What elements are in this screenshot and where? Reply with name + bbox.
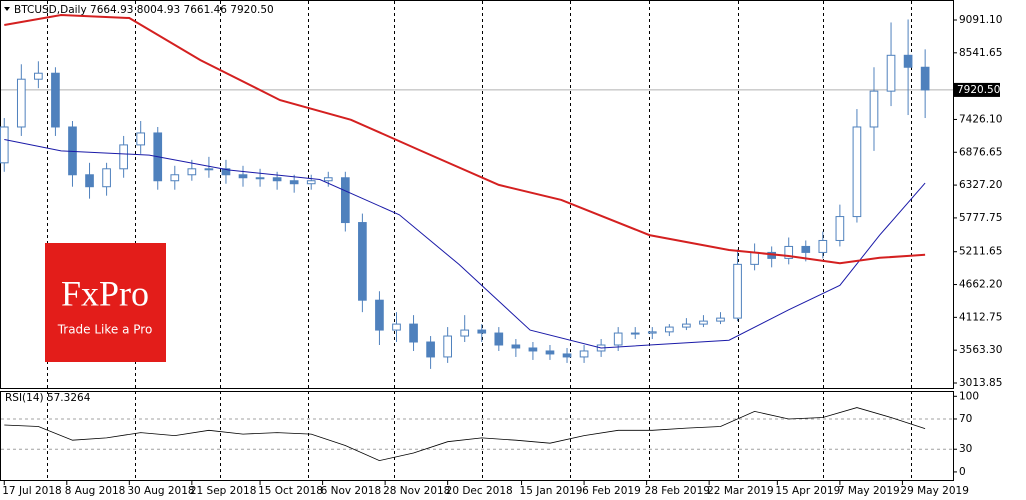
candle-body — [716, 317, 725, 322]
y-tick-label: 6876.65 — [959, 146, 1002, 158]
candle-body — [647, 331, 657, 334]
price-pane — [0, 0, 954, 389]
logo: FxPro Trade Like a Pro — [45, 243, 166, 362]
rsi-tick-label: 0 — [959, 466, 966, 478]
y-tick-label: 9091.10 — [959, 14, 1002, 26]
candle-body — [340, 177, 350, 224]
rsi-label: RSI(14) 57.3264 — [5, 392, 91, 404]
x-tick-label: 15 Apr 2019 — [775, 485, 840, 497]
candle-body — [187, 168, 197, 176]
y-tick-label: 4112.75 — [959, 311, 1002, 323]
candle-body — [392, 323, 401, 331]
candle-body — [358, 222, 367, 301]
candle-body — [85, 174, 94, 188]
candle-body — [494, 332, 504, 346]
candle-body — [528, 347, 538, 352]
candle-body — [136, 132, 146, 146]
candle-body — [460, 329, 470, 337]
candle-body — [102, 168, 111, 188]
candle-body — [426, 341, 435, 358]
candle-body — [221, 168, 231, 176]
current-price-tag — [954, 82, 1000, 97]
candle-body — [443, 335, 452, 358]
candle-body — [579, 350, 589, 358]
logo-box — [45, 243, 166, 362]
candle-body — [682, 323, 691, 328]
candle-body — [852, 126, 862, 218]
y-tick-label: 3013.85 — [959, 377, 1002, 389]
candle-body — [289, 180, 299, 185]
candle-body — [818, 239, 828, 253]
candle-body — [784, 245, 794, 259]
x-tick-label: 29 May 2019 — [900, 485, 968, 497]
moving-average — [4, 139, 926, 349]
x-tick-label: 15 Oct 2018 — [258, 485, 323, 497]
x-tick-label: 7 May 2019 — [838, 485, 900, 497]
candle-body — [562, 353, 572, 358]
x-tick-label: 20 Dec 2018 — [446, 485, 513, 497]
moving-average — [4, 13, 926, 265]
current-price-label: 7920.50 — [957, 84, 1000, 96]
logo-brand: FxPro — [61, 273, 149, 313]
candle-body — [801, 245, 811, 253]
candle-body — [170, 174, 180, 182]
rsi-line — [4, 407, 926, 462]
rsi-tick-label: 70 — [959, 413, 972, 425]
rsi-pane — [0, 391, 954, 481]
x-tick-label: 30 Aug 2018 — [127, 485, 194, 497]
x-tick-label: 22 Mar 2019 — [707, 485, 774, 497]
candle-body — [886, 54, 896, 92]
candle-body — [613, 332, 623, 346]
x-tick-label: 6 Nov 2018 — [321, 485, 382, 497]
y-tick-label: 7426.10 — [959, 113, 1002, 125]
x-tick-label: 15 Jan 2019 — [520, 485, 583, 497]
candle-body — [238, 174, 248, 179]
candle-body — [409, 323, 418, 343]
candle-body — [699, 320, 708, 325]
candle-body — [665, 326, 674, 333]
x-tick-label: 28 Nov 2018 — [383, 485, 450, 497]
y-tick-label: 6327.20 — [959, 179, 1002, 191]
x-tick-label: 6 Feb 2019 — [582, 485, 641, 497]
candle-body — [204, 168, 214, 171]
rsi-tick-label: 30 — [959, 443, 972, 455]
y-tick-label: 3563.30 — [959, 344, 1002, 356]
candle-body — [733, 263, 742, 319]
candle-body — [545, 350, 555, 355]
y-tick-label: 5777.75 — [959, 212, 1002, 224]
y-tick-label: 4662.20 — [959, 279, 1002, 291]
candle-body — [477, 329, 487, 334]
x-tick-label: 8 Aug 2018 — [65, 485, 126, 497]
candle-body — [51, 72, 60, 128]
chart-title: BTCUSD,Daily 7664.93 8004.93 7661.46 792… — [14, 4, 274, 16]
candle-body — [323, 177, 333, 182]
candle-body — [835, 216, 845, 241]
candle-body — [272, 177, 282, 182]
y-tick-label: 5211.65 — [959, 246, 1002, 258]
candle-body — [255, 177, 265, 180]
candle-body — [630, 332, 640, 335]
candle-body — [16, 78, 26, 128]
logo-tagline: Trade Like a Pro — [57, 323, 153, 337]
candle-body — [0, 126, 9, 164]
menu-arrow — [4, 7, 10, 11]
candle-body — [119, 144, 128, 170]
candle-body — [34, 72, 43, 80]
candle-body — [750, 251, 759, 265]
x-tick-label: 28 Feb 2019 — [645, 485, 710, 497]
x-tick-label: 17 Jul 2018 — [2, 485, 61, 497]
x-tick-label: 21 Sep 2018 — [190, 485, 257, 497]
candle-body — [903, 54, 913, 68]
y-tick-label: 8541.65 — [959, 47, 1002, 59]
rsi-tick-label: 100 — [959, 390, 979, 402]
candle-body — [306, 180, 316, 185]
candle-body — [375, 299, 384, 331]
candle-body — [920, 66, 930, 91]
candle-body — [869, 90, 879, 128]
candle-body — [511, 344, 521, 349]
